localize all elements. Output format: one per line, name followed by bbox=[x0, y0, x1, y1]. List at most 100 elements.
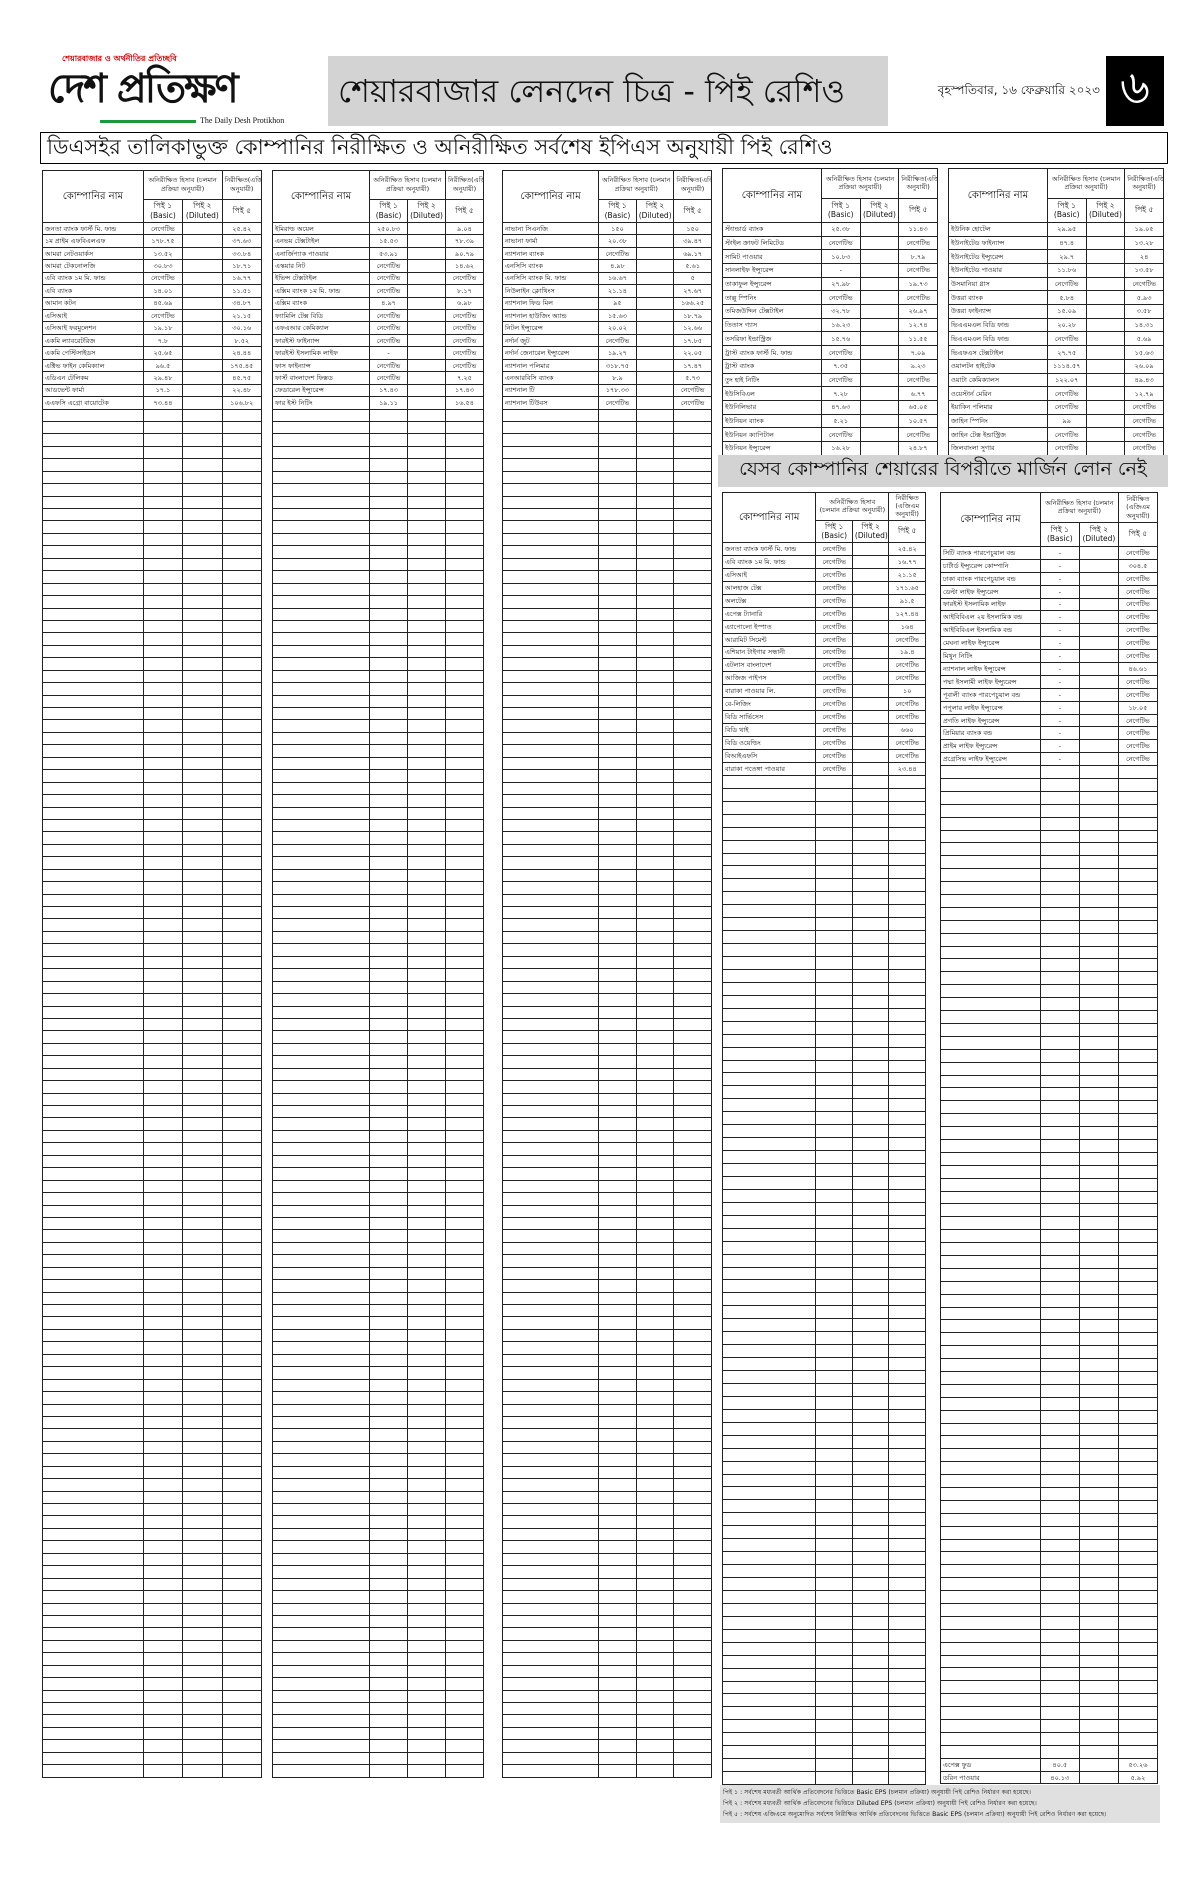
table-row: একমি ল্যাবরেটরিজ ৭.৮ ৮.৫২ bbox=[42, 333, 263, 348]
pe2-value bbox=[635, 445, 675, 460]
company-name bbox=[271, 1639, 371, 1654]
header-company: কোম্পানির নাম bbox=[940, 492, 1041, 547]
pe2-value bbox=[182, 719, 223, 733]
pe1-value: ১৯.২৭ bbox=[598, 346, 637, 360]
pe2-value bbox=[1078, 1370, 1119, 1385]
company-name: ইভিন্স টেক্সটাইল bbox=[271, 271, 371, 286]
company-name: জাহিন স্পিনিং bbox=[948, 413, 1048, 429]
pe5-value bbox=[888, 1175, 926, 1190]
pe2-value bbox=[859, 358, 900, 374]
pe5-value bbox=[673, 582, 712, 597]
pe5-value bbox=[445, 1503, 484, 1517]
company-name bbox=[42, 1440, 144, 1455]
pe1-value: নেগেটিভ bbox=[815, 671, 853, 686]
pe1-value bbox=[1039, 1022, 1080, 1037]
pe1-value: নেগেটিভ bbox=[369, 284, 409, 298]
table-row bbox=[501, 831, 712, 845]
company-name bbox=[42, 1067, 144, 1082]
company-name: ফেডারেল ইন্স্যুরেন্স bbox=[271, 383, 371, 398]
margin-section-title: যেসব কোম্পানির শেয়ারের বিপরীতে মার্জিন … bbox=[718, 455, 1168, 487]
pe2-value bbox=[1085, 317, 1126, 333]
table-row bbox=[501, 1503, 712, 1517]
pe2-value bbox=[1078, 1474, 1119, 1488]
pe2-value bbox=[182, 1154, 223, 1169]
pe5-value bbox=[445, 968, 484, 982]
company-name bbox=[721, 1434, 817, 1449]
pe5-value bbox=[221, 1540, 263, 1554]
company-name bbox=[501, 557, 600, 572]
pe5-value bbox=[888, 1150, 926, 1164]
pe5-value bbox=[445, 420, 484, 435]
pe2-value bbox=[182, 358, 223, 373]
company-name: নাভানা সিএনজি bbox=[501, 221, 600, 236]
company-name: ঢাকা ব্যাংক পারপেচুয়াল বন্ড bbox=[940, 571, 1041, 586]
table-row bbox=[271, 868, 484, 883]
pe2-value bbox=[1085, 427, 1126, 442]
pe2-value bbox=[635, 955, 675, 970]
table-row bbox=[271, 1540, 484, 1554]
table-row bbox=[501, 943, 712, 957]
company-name bbox=[271, 1105, 371, 1119]
pe5-value bbox=[445, 1428, 484, 1442]
pe1-value bbox=[369, 868, 409, 883]
company-name bbox=[42, 1154, 144, 1169]
company-name: ইউনাইটেড ইন্স্যুরেন্স bbox=[948, 249, 1048, 265]
pe5-value bbox=[673, 943, 712, 957]
pe2-value bbox=[182, 545, 223, 559]
pe1-value: নেগেটিভ bbox=[815, 710, 853, 725]
pe1-value bbox=[1039, 1074, 1080, 1089]
pe2-value bbox=[1078, 636, 1119, 651]
company-name bbox=[721, 1033, 817, 1048]
company-name bbox=[42, 1378, 144, 1393]
company-name bbox=[940, 1525, 1041, 1540]
pe5-value bbox=[445, 1042, 484, 1057]
pe1-value bbox=[598, 806, 637, 821]
pe5-value bbox=[1117, 1744, 1159, 1759]
table-row bbox=[721, 1421, 926, 1436]
pe5-value bbox=[221, 669, 263, 684]
pe1-value bbox=[369, 1403, 409, 1418]
pe2-value bbox=[851, 1098, 890, 1113]
pe1-value: নেগেটিভ bbox=[142, 271, 184, 286]
pe5-value bbox=[221, 1614, 263, 1629]
pe2-value bbox=[407, 1254, 446, 1268]
pe1-value bbox=[1039, 1641, 1080, 1656]
company-name bbox=[501, 1241, 600, 1256]
company-name bbox=[42, 968, 144, 982]
table-row bbox=[271, 520, 484, 534]
company-name: ইউনিলিভার bbox=[722, 399, 822, 415]
pe1-value bbox=[369, 1391, 409, 1405]
pe2-value bbox=[182, 906, 223, 920]
table-row: ইউসিবিএল ৭.২৮ ৬.৭৭ bbox=[722, 386, 938, 401]
table-row bbox=[940, 1461, 1159, 1476]
pe2-value bbox=[182, 1279, 223, 1293]
company-name bbox=[271, 1403, 371, 1418]
pe5-value bbox=[888, 839, 926, 854]
table-row: এফএআর কেমিক্যাল নেগেটিভ নেগেটিভ bbox=[271, 321, 484, 335]
pe2-value bbox=[407, 781, 446, 796]
pe2-value bbox=[182, 781, 223, 796]
pe2-value bbox=[851, 1111, 890, 1126]
pe1-value bbox=[1039, 1577, 1080, 1592]
pe1-value bbox=[369, 682, 409, 696]
pe2-value bbox=[407, 1540, 446, 1554]
pe5-value bbox=[221, 1664, 263, 1679]
table-row bbox=[42, 1415, 263, 1430]
pe2-value bbox=[1078, 1422, 1119, 1437]
company-name bbox=[271, 1080, 371, 1094]
header-company: কোম্পানির নাম bbox=[501, 170, 600, 223]
company-name: একমি পেস্টিসাইডস bbox=[42, 346, 144, 360]
table-row bbox=[271, 508, 484, 522]
pe5-value bbox=[673, 868, 712, 883]
table-row bbox=[721, 1357, 926, 1371]
company-name: নাভানা ফার্মা bbox=[501, 234, 600, 248]
company-name bbox=[501, 818, 600, 833]
pe1-value bbox=[815, 1124, 853, 1139]
pe1-value bbox=[369, 1726, 409, 1741]
company-name bbox=[940, 1693, 1041, 1708]
header-pe2: পিই ২ (Diluted) bbox=[407, 198, 446, 223]
pe1-value bbox=[598, 707, 637, 721]
table-row: ভিএএমএল বিডি ফান্ড নেগেটিভ ৫.৬৯ bbox=[948, 331, 1164, 347]
company-name bbox=[271, 906, 371, 920]
table-row: ইউনিয়ন ইন্স্যুরেন্স ১৬.২৮ ২৪.৮৭ bbox=[722, 440, 938, 456]
